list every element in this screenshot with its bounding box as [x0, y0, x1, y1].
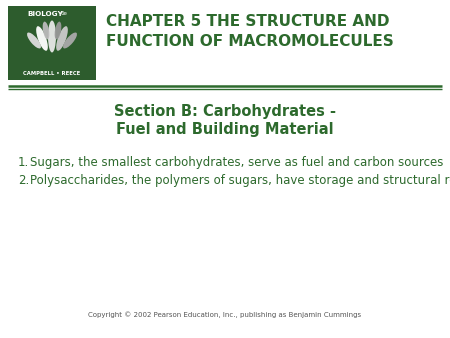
Text: Sugars, the smallest carbohydrates, serve as fuel and carbon sources: Sugars, the smallest carbohydrates, serv…	[30, 156, 443, 169]
Text: CHAPTER 5 THE STRUCTURE AND: CHAPTER 5 THE STRUCTURE AND	[106, 14, 390, 29]
Text: Polysaccharides, the polymers of sugars, have storage and structural roles: Polysaccharides, the polymers of sugars,…	[30, 174, 450, 187]
Ellipse shape	[54, 22, 61, 39]
Ellipse shape	[36, 26, 48, 51]
Ellipse shape	[56, 26, 68, 51]
Ellipse shape	[48, 21, 56, 52]
Text: 1.: 1.	[18, 156, 29, 169]
Text: 2.: 2.	[18, 174, 29, 187]
Ellipse shape	[43, 22, 50, 39]
Text: Copyright © 2002 Pearson Education, Inc., publishing as Benjamin Cummings: Copyright © 2002 Pearson Education, Inc.…	[89, 311, 361, 318]
Ellipse shape	[63, 32, 77, 48]
Text: FUNCTION OF MACROMOLECULES: FUNCTION OF MACROMOLECULES	[106, 34, 394, 49]
Text: Section B: Carbohydrates -: Section B: Carbohydrates -	[114, 104, 336, 119]
Ellipse shape	[27, 32, 41, 48]
Text: CAMPBELL • REECE: CAMPBELL • REECE	[23, 71, 81, 76]
Text: 6e: 6e	[60, 11, 68, 16]
Bar	[8, 6, 96, 80]
Text: Fuel and Building Material: Fuel and Building Material	[116, 122, 334, 137]
Text: BIOLOGY: BIOLOGY	[27, 11, 63, 17]
